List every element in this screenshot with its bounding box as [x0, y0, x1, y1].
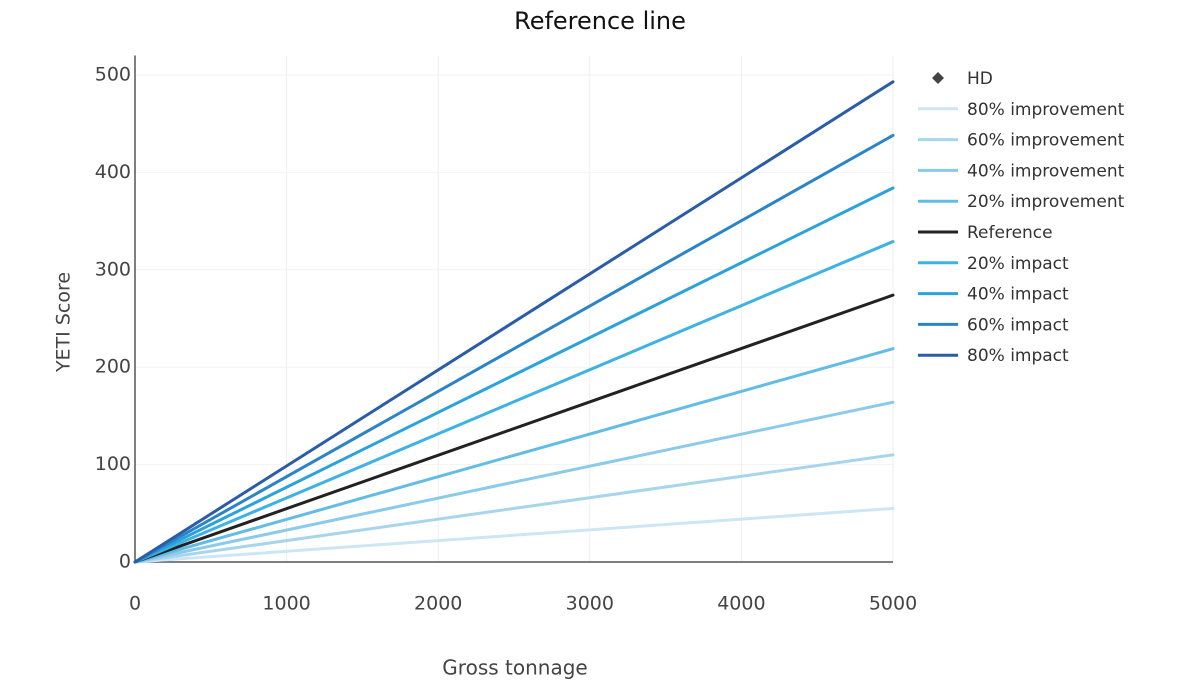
series-line: [133, 506, 895, 564]
series-line: [133, 400, 895, 564]
x-tick-label: 3000: [566, 593, 614, 615]
legend-label: 80% impact: [967, 346, 1069, 366]
x-tick-label: 0: [129, 593, 141, 615]
x-tick-label: 5000: [869, 593, 917, 615]
x-tick-label: 2000: [414, 593, 462, 615]
x-axis-label: Gross tonnage: [442, 656, 587, 680]
x-tick-label: 4000: [717, 593, 765, 615]
y-tick-label: 300: [95, 258, 131, 280]
legend-label: HD: [967, 69, 993, 89]
series-line: [133, 293, 895, 564]
legend-label: 20% impact: [967, 254, 1069, 274]
legend-label: 20% improvement: [967, 192, 1125, 212]
legend-label: Reference: [967, 223, 1053, 243]
legend-marker: [932, 72, 944, 84]
series-line: [133, 133, 895, 564]
x-tick-label: 1000: [262, 593, 310, 615]
legend-label: 60% impact: [967, 315, 1069, 335]
y-tick-label: 400: [95, 161, 131, 183]
series-line: [133, 240, 895, 564]
series-line: [133, 80, 895, 564]
legend-label: 40% improvement: [967, 161, 1125, 181]
series-line: [133, 347, 895, 564]
chart-title: Reference line: [514, 7, 686, 35]
y-axis-label: YETI Score: [53, 272, 75, 373]
y-tick-label: 200: [95, 356, 131, 378]
y-tick-label: 500: [95, 63, 131, 85]
y-tick-label: 0: [119, 551, 131, 573]
legend-label: 60% improvement: [967, 131, 1125, 151]
series-line: [133, 186, 895, 564]
legend-label: 80% improvement: [967, 100, 1125, 120]
series-line: [133, 453, 895, 564]
legend-label: 40% impact: [967, 285, 1069, 305]
y-tick-label: 100: [95, 453, 131, 475]
